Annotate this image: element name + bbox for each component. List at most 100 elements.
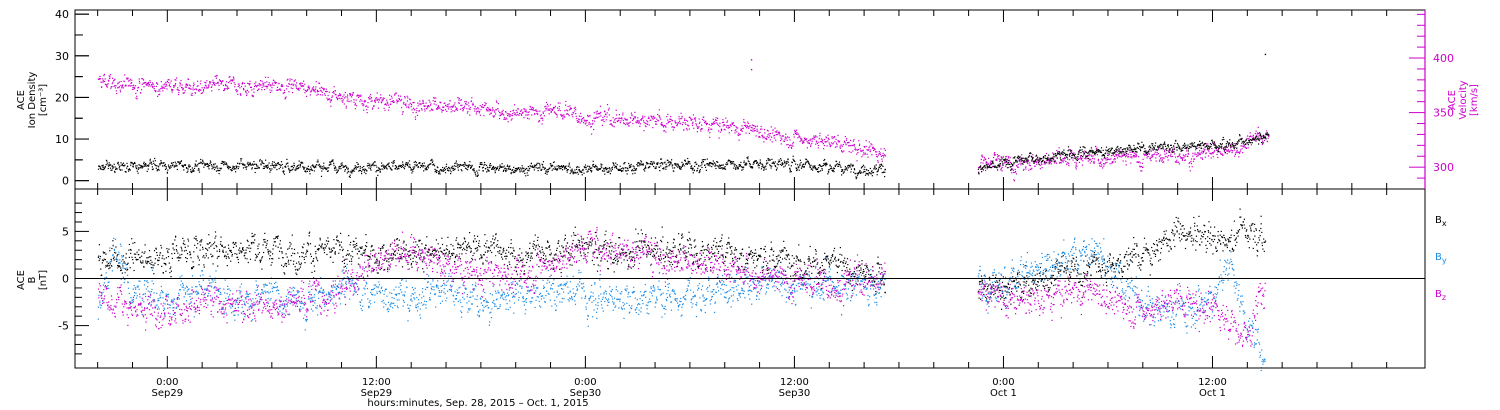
density-series-point — [410, 169, 412, 171]
velocity-series-point — [485, 103, 487, 105]
velocity-series-point — [333, 86, 335, 88]
velocity-series-point — [277, 89, 279, 91]
velocity-series-point — [106, 86, 108, 88]
velocity-series-point — [255, 81, 257, 83]
density-series-point — [622, 170, 624, 172]
velocity-series-point — [643, 121, 645, 124]
velocity-series-point — [1114, 155, 1116, 157]
velocity-series-point — [117, 82, 119, 84]
velocity-series-point — [761, 134, 763, 136]
density-series-point — [392, 162, 394, 165]
density-series-point — [515, 169, 517, 172]
velocity-series-point — [1041, 166, 1043, 169]
velocity-series-point — [492, 108, 494, 111]
density-series-point — [852, 164, 854, 166]
velocity-series-point — [775, 131, 778, 133]
velocity-series-point — [1059, 161, 1061, 164]
density-series-point — [112, 167, 114, 169]
density-series-point — [756, 162, 758, 164]
velocity-series-point — [135, 97, 137, 99]
density-series-point — [1202, 144, 1204, 147]
velocity-series-point — [671, 126, 673, 128]
velocity-series-point — [367, 106, 369, 108]
velocity-series-point — [1174, 156, 1177, 158]
density-series-point — [338, 166, 340, 168]
velocity-series-point — [320, 86, 323, 88]
velocity-series-point — [1063, 158, 1065, 160]
velocity-series-point — [825, 137, 828, 139]
density-series-point — [867, 174, 869, 176]
density-series-point — [115, 168, 117, 170]
density-series-point — [739, 164, 741, 166]
velocity-series-point — [884, 155, 887, 157]
density-series-point — [1127, 147, 1129, 149]
density-series-point — [583, 166, 585, 168]
velocity-series-point — [594, 117, 596, 119]
density-series-point — [143, 163, 145, 165]
velocity-series-point — [522, 111, 524, 114]
velocity-series-point — [1220, 152, 1222, 154]
density-series-point — [1260, 136, 1262, 138]
density-series-point — [648, 166, 650, 168]
velocity-series-point — [428, 99, 430, 101]
density-series-point — [351, 172, 353, 174]
velocity-series-point — [599, 105, 601, 107]
density-series-point — [831, 169, 833, 171]
velocity-series-point — [606, 112, 608, 114]
velocity-series-point — [652, 116, 654, 118]
density-series-point — [833, 168, 836, 170]
density-series-point — [314, 165, 316, 167]
density-series-point — [669, 164, 671, 166]
velocity-series-point — [508, 115, 510, 117]
velocity-series-point — [166, 85, 168, 87]
velocity-series-point — [1097, 158, 1099, 160]
density-series-point — [630, 165, 632, 168]
velocity-series-point — [801, 140, 803, 142]
velocity-series-point — [478, 108, 480, 110]
velocity-series-point — [690, 119, 692, 121]
density-series-point — [276, 169, 278, 171]
velocity-series-point — [1087, 160, 1089, 162]
velocity-series-point — [406, 95, 408, 97]
density-series-point — [142, 166, 144, 168]
velocity-series-point — [1165, 155, 1167, 157]
density-series-point — [343, 166, 346, 168]
velocity-series-point — [588, 115, 590, 117]
density-series-point — [481, 162, 483, 164]
density-series-point — [330, 163, 332, 165]
density-series-point — [1089, 149, 1091, 151]
velocity-series-point — [1019, 159, 1021, 161]
velocity-series-point — [1088, 158, 1090, 160]
density-series-point — [881, 172, 883, 174]
series-bx-point — [98, 244, 100, 246]
velocity-series-point — [510, 114, 512, 116]
velocity-series-point — [610, 123, 612, 125]
velocity-series-point — [763, 129, 766, 131]
density-series-point — [1083, 146, 1085, 148]
density-series-point — [114, 170, 116, 172]
density-series-point — [382, 168, 384, 170]
density-series-point — [552, 161, 555, 164]
velocity-series-point — [517, 108, 519, 110]
density-series-point — [1144, 151, 1146, 153]
velocity-series-point — [841, 145, 843, 147]
density-series-point — [402, 163, 404, 165]
density-series-point — [1261, 141, 1263, 144]
density-series-point — [770, 167, 772, 169]
density-series-point — [131, 162, 134, 164]
density-series-point — [637, 165, 639, 167]
outlier-point — [750, 68, 753, 71]
velocity-series-point — [629, 121, 631, 123]
velocity-series-point — [167, 82, 169, 84]
velocity-series-point — [508, 113, 510, 115]
density-series-point — [696, 169, 698, 171]
density-series-point — [1114, 152, 1116, 154]
density-series-point — [1068, 154, 1070, 156]
velocity-series-point — [1089, 162, 1091, 164]
density-series-point — [1177, 144, 1179, 146]
density-series-point — [592, 164, 594, 166]
velocity-series-point — [638, 119, 640, 122]
series-bx-point — [101, 259, 104, 261]
series-bx-point — [99, 258, 101, 260]
density-series-point — [862, 165, 864, 168]
